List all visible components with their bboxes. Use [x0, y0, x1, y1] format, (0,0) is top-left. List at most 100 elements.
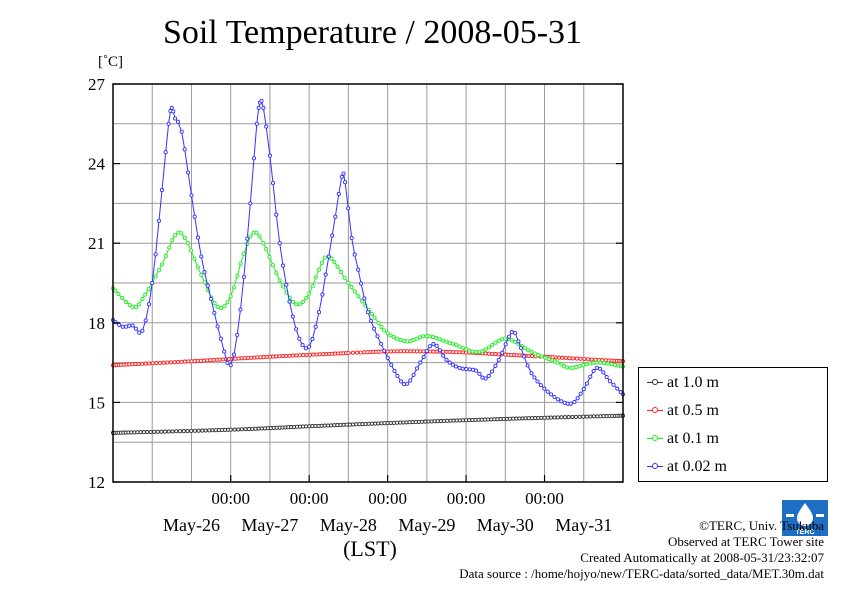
x-tick-label: 00:00 [525, 489, 564, 508]
series-point [146, 287, 151, 292]
series-point [464, 350, 469, 355]
series-point [212, 310, 217, 315]
series-point [242, 356, 247, 361]
series-point [450, 349, 456, 355]
series-point [201, 358, 207, 363]
series-point [548, 415, 554, 420]
series-point [355, 350, 360, 355]
series-point [120, 324, 125, 329]
series-point [398, 349, 403, 354]
series-point [434, 336, 439, 341]
series-point [604, 374, 609, 380]
series-point [143, 292, 148, 297]
series-point [170, 238, 175, 243]
observation-site-text: Observed at TERC Tower site [667, 534, 824, 549]
series-point [584, 362, 589, 367]
series-point [536, 352, 541, 358]
series-point [310, 284, 315, 289]
series-point [138, 430, 143, 435]
axis-layer: 12 15 18 21 24 27 00:00 00:00 00:00 00:00 00:00 May… [88, 75, 623, 535]
series-point [447, 360, 452, 365]
y-tick-label: 12 [88, 473, 105, 492]
series-point [445, 418, 450, 423]
series-point [460, 418, 465, 423]
series-point [225, 360, 230, 366]
series-point [451, 418, 456, 423]
series-point [437, 337, 442, 342]
series-point [257, 234, 262, 239]
series-point [284, 353, 289, 358]
legend-item: at 0.5 m [647, 402, 719, 420]
x-date-label: May-29 [398, 515, 455, 535]
series-point [196, 428, 201, 433]
series-point [261, 105, 266, 110]
x-axis-label: (LST) [343, 536, 397, 561]
series-point [428, 344, 433, 349]
series-point [172, 360, 177, 365]
series-point [424, 348, 429, 354]
series-point [405, 339, 410, 344]
series-point [354, 422, 359, 427]
series-point [290, 353, 296, 358]
series-point [598, 366, 603, 371]
x-date-label: May-30 [477, 515, 534, 535]
series-point [248, 234, 253, 239]
series-point [365, 310, 371, 315]
series-point [503, 352, 508, 357]
series-point [545, 389, 550, 394]
series-point [182, 147, 187, 152]
series-point [389, 362, 394, 367]
series-point [320, 352, 326, 357]
series-point [339, 174, 344, 179]
series-point [248, 201, 253, 206]
series-point [313, 423, 318, 429]
series-point [467, 418, 472, 423]
series-point [199, 272, 204, 278]
series-point [127, 303, 132, 308]
series-point [496, 357, 501, 362]
series-point [245, 236, 250, 241]
x-date-label: May-27 [241, 515, 298, 535]
series-point [202, 280, 207, 285]
series-point [303, 346, 308, 351]
x-date-label: May-31 [555, 515, 612, 535]
series-point [220, 357, 225, 362]
series-point [124, 299, 129, 305]
series-point [307, 352, 312, 357]
series-line [112, 231, 624, 369]
series-point [555, 397, 560, 402]
series-point [235, 332, 240, 337]
series-point [136, 302, 141, 307]
series-point [496, 352, 501, 357]
series-point [563, 355, 568, 361]
series-point [464, 347, 469, 352]
series-point [611, 382, 616, 387]
series-point [420, 419, 425, 424]
legend-swatch-icon [647, 406, 663, 416]
series-point [457, 344, 462, 349]
series-point [363, 421, 368, 427]
series-point [344, 422, 349, 427]
series-point [314, 352, 319, 357]
series-point [319, 261, 324, 266]
series-point [559, 415, 564, 420]
series-point [343, 180, 348, 185]
series-point [562, 400, 567, 405]
series-point [150, 361, 155, 366]
series-point [350, 350, 356, 355]
series-point [589, 357, 594, 362]
series-point [152, 429, 157, 434]
series-point [473, 368, 478, 373]
series-point [359, 281, 364, 286]
series-point [311, 352, 316, 357]
series-point [163, 429, 168, 434]
series-group [110, 413, 626, 435]
series-point [171, 109, 176, 114]
series-point [185, 241, 190, 246]
series-point [192, 256, 197, 261]
series-point [338, 422, 343, 428]
series-point [372, 315, 377, 320]
series-point [435, 419, 440, 424]
series-point [613, 362, 618, 368]
